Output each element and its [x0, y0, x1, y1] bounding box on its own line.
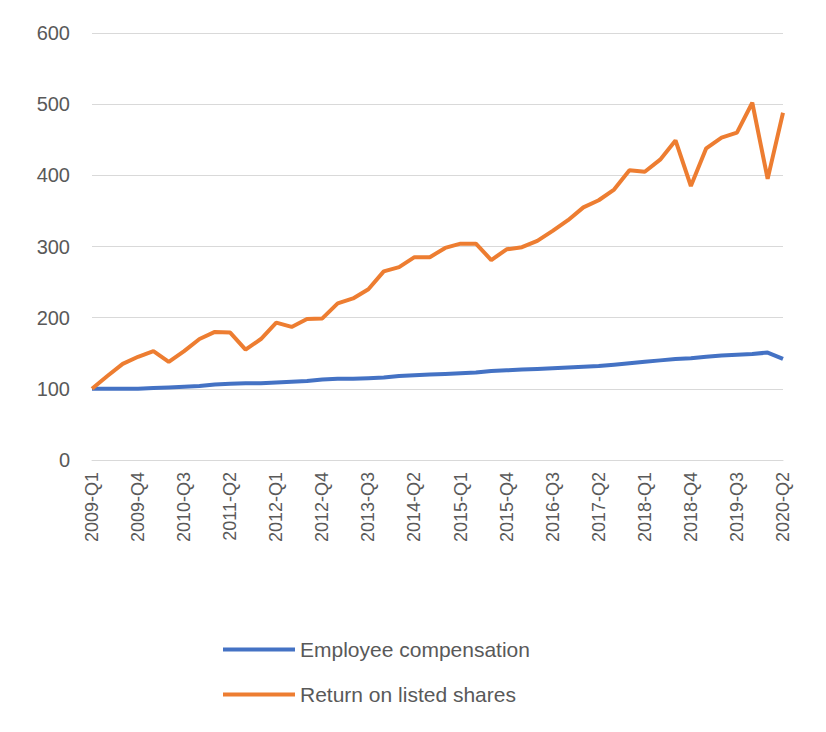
- svg-text:2009-Q4: 2009-Q4: [128, 472, 148, 542]
- svg-text:2016-Q3: 2016-Q3: [543, 472, 563, 542]
- svg-text:2014-Q2: 2014-Q2: [404, 472, 424, 542]
- svg-text:2010-Q3: 2010-Q3: [174, 472, 194, 542]
- svg-text:400: 400: [37, 164, 70, 186]
- svg-text:2020-Q2: 2020-Q2: [773, 472, 793, 542]
- svg-text:2018-Q4: 2018-Q4: [681, 472, 701, 542]
- svg-text:2018-Q1: 2018-Q1: [635, 472, 655, 542]
- svg-text:200: 200: [37, 307, 70, 329]
- svg-text:0: 0: [59, 449, 70, 471]
- svg-text:2015-Q1: 2015-Q1: [451, 472, 471, 542]
- svg-text:2015-Q4: 2015-Q4: [497, 472, 517, 542]
- svg-text:2009-Q1: 2009-Q1: [82, 472, 102, 542]
- svg-text:2013-Q3: 2013-Q3: [358, 472, 378, 542]
- svg-text:Return on listed shares: Return on listed shares: [300, 683, 516, 706]
- svg-text:Employee compensation: Employee compensation: [300, 638, 530, 661]
- svg-text:300: 300: [37, 236, 70, 258]
- svg-text:600: 600: [37, 22, 70, 44]
- svg-text:2019-Q3: 2019-Q3: [727, 472, 747, 542]
- svg-text:2017-Q2: 2017-Q2: [589, 472, 609, 542]
- svg-text:2012-Q1: 2012-Q1: [266, 472, 286, 542]
- svg-text:2012-Q4: 2012-Q4: [312, 472, 332, 542]
- svg-text:100: 100: [37, 378, 70, 400]
- svg-text:2011-Q2: 2011-Q2: [220, 472, 240, 541]
- svg-text:500: 500: [37, 93, 70, 115]
